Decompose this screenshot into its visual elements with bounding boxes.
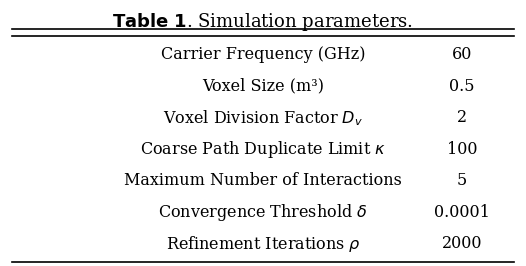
Text: 100: 100 bbox=[447, 141, 477, 158]
Text: 2: 2 bbox=[457, 109, 467, 126]
Text: Coarse Path Duplicate Limit $\kappa$: Coarse Path Duplicate Limit $\kappa$ bbox=[140, 139, 386, 160]
Text: 0.0001: 0.0001 bbox=[434, 204, 490, 221]
Text: Refinement Iterations $\rho$: Refinement Iterations $\rho$ bbox=[166, 234, 360, 253]
Text: 0.5: 0.5 bbox=[449, 78, 474, 95]
Text: $\mathbf{Table\ 1}$. Simulation parameters.: $\mathbf{Table\ 1}$. Simulation paramete… bbox=[113, 11, 413, 33]
Text: 5: 5 bbox=[457, 172, 467, 189]
Text: Voxel Division Factor $D_v$: Voxel Division Factor $D_v$ bbox=[163, 108, 363, 128]
Text: Maximum Number of Interactions: Maximum Number of Interactions bbox=[124, 172, 402, 189]
Text: Convergence Threshold $\delta$: Convergence Threshold $\delta$ bbox=[158, 202, 368, 223]
Text: 60: 60 bbox=[452, 46, 472, 63]
Text: 2000: 2000 bbox=[441, 235, 482, 252]
Text: Voxel Size (m³): Voxel Size (m³) bbox=[202, 78, 324, 95]
Text: Carrier Frequency (GHz): Carrier Frequency (GHz) bbox=[161, 46, 365, 63]
